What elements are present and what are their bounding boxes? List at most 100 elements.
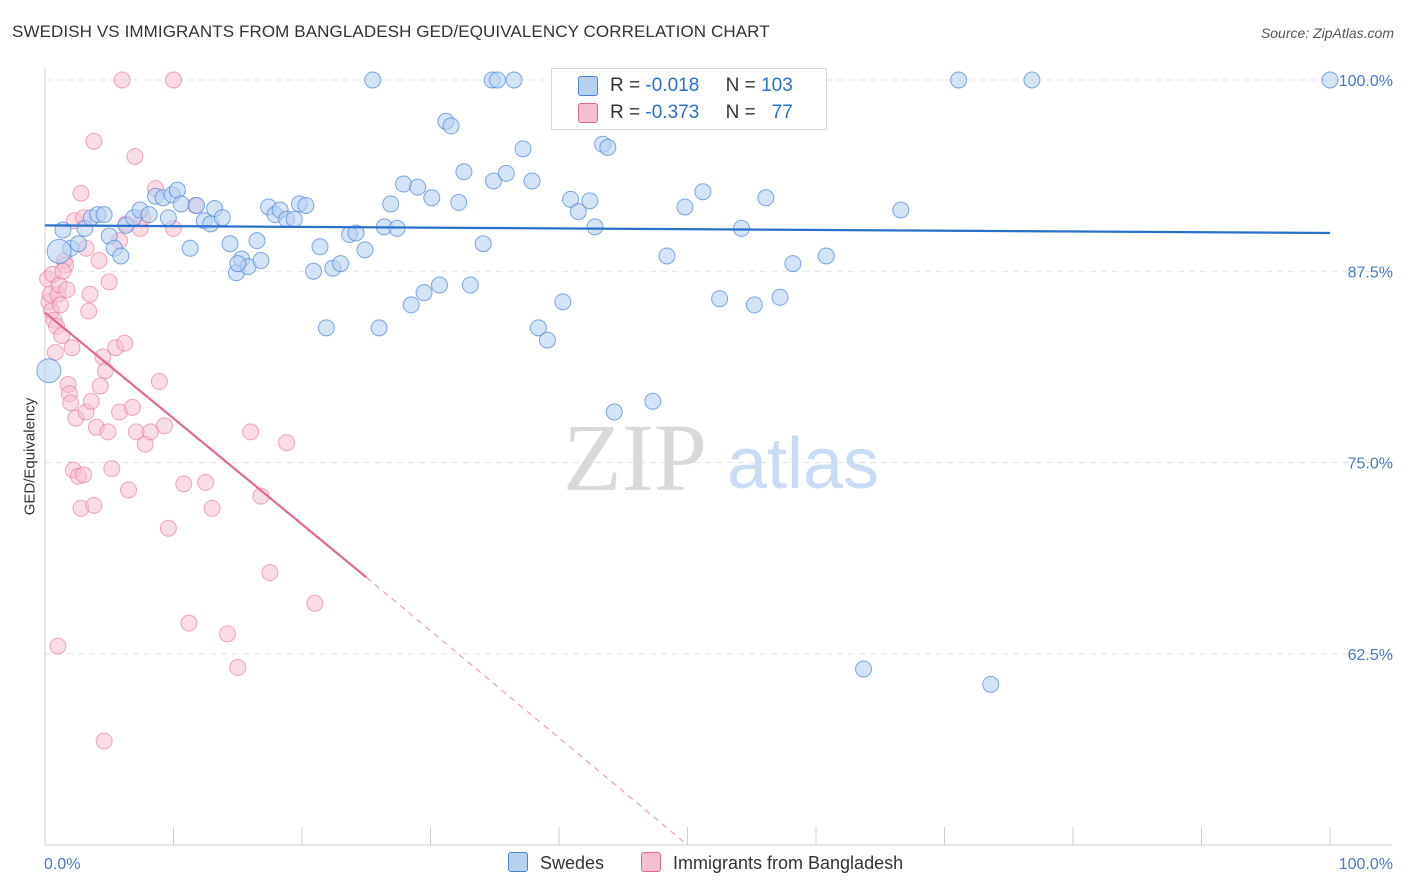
n-value-swedes: 103 <box>761 75 793 96</box>
swedes-point <box>461 276 479 294</box>
legend-item-bangladesh[interactable]: Immigrants from Bangladesh <box>641 852 903 874</box>
bangladesh-point <box>49 637 67 655</box>
swedes-point <box>213 209 231 227</box>
bangladesh-point <box>100 273 118 291</box>
bangladesh-point <box>180 614 198 632</box>
swedes-point <box>523 172 541 190</box>
swedes-point <box>252 252 270 270</box>
swedes-point <box>771 288 789 306</box>
watermark-zip: ZIP <box>563 404 707 511</box>
swedes-point <box>514 140 532 158</box>
swedes-trend-line <box>44 224 1331 235</box>
swedes-point <box>311 238 329 256</box>
series-legend: Swedes Immigrants from Bangladesh <box>0 852 1406 878</box>
trend-lines <box>44 224 1331 846</box>
swedes-point <box>415 284 433 302</box>
bangladesh-point <box>96 362 114 380</box>
bangladesh-point <box>203 499 221 517</box>
bangladesh-point <box>113 71 131 89</box>
bangladesh-point <box>126 148 144 165</box>
swedes-point <box>658 247 676 265</box>
bangladesh-point <box>54 262 72 280</box>
bangladesh-point <box>95 732 113 750</box>
swedes-point <box>409 178 427 196</box>
swedes-point <box>586 218 604 236</box>
y-tick-label: 75.0% <box>1348 456 1393 473</box>
swedes-point <box>599 138 617 156</box>
bangladesh-point <box>156 417 174 435</box>
n-value-bangladesh: 77 <box>771 102 793 123</box>
r-value-bangladesh: -0.373 <box>645 102 700 123</box>
swedes-point <box>140 206 158 224</box>
legend-row-bangladesh: R = -0.373 N = 77 <box>552 100 826 126</box>
n-label: N = <box>725 75 756 96</box>
bangladesh-point <box>58 281 76 299</box>
swedes-point <box>356 241 374 259</box>
bangladesh-swatch <box>641 852 661 872</box>
swedes-point <box>538 331 556 349</box>
bangladesh-point <box>278 434 296 452</box>
swedes-point <box>474 235 492 253</box>
bangladesh-point <box>175 475 193 493</box>
bangladesh-point <box>150 372 168 390</box>
swedes-point <box>644 392 662 410</box>
y-tick-label: 87.5% <box>1348 264 1393 281</box>
swedes-point <box>455 163 473 181</box>
swedes-point <box>172 195 190 213</box>
series-bangladesh-points <box>39 71 324 750</box>
swedes-point <box>745 296 763 314</box>
bangladesh-point <box>229 659 247 677</box>
bangladesh-point <box>103 460 121 478</box>
legend-label-swedes: Swedes <box>540 853 605 873</box>
swedes-point <box>181 239 199 257</box>
swedes-point <box>484 172 502 190</box>
x-tick-label: 100.0% <box>1339 856 1393 873</box>
swedes-point <box>450 193 468 211</box>
swedes-point <box>1023 71 1041 89</box>
swedes-point <box>497 164 515 182</box>
swedes-swatch <box>578 76 598 96</box>
swedes-point <box>505 71 523 89</box>
swedes-point <box>36 358 62 384</box>
bangladesh-point <box>116 334 134 352</box>
swedes-point <box>305 262 323 280</box>
bangladesh-point <box>72 184 90 202</box>
legend-item-swedes[interactable]: Swedes <box>508 852 604 874</box>
bangladesh-trend-line <box>44 311 367 579</box>
swedes-point <box>694 183 712 201</box>
bangladesh-point <box>218 625 236 643</box>
swedes-point <box>950 71 968 89</box>
bangladesh-point <box>90 252 108 270</box>
swedes-point <box>892 201 910 219</box>
swedes-point <box>370 319 388 337</box>
bangladesh-point <box>85 496 103 514</box>
bangladesh-trend-extension <box>365 576 688 846</box>
swedes-point <box>395 175 413 193</box>
swedes-point <box>554 293 572 311</box>
swedes-point <box>711 290 729 308</box>
swedes-swatch <box>508 852 528 872</box>
swedes-point <box>285 210 303 228</box>
bangladesh-point <box>242 423 260 441</box>
swedes-point <box>817 247 835 265</box>
bangladesh-point <box>80 302 98 320</box>
bangladesh-point <box>197 473 215 491</box>
bangladesh-point <box>46 343 64 361</box>
swedes-point <box>488 71 506 89</box>
watermark-atlas: atlas <box>727 424 879 504</box>
swedes-point <box>188 196 206 214</box>
swedes-point <box>423 189 441 207</box>
chart-title: SWEDISH VS IMMIGRANTS FROM BANGLADESH GE… <box>12 22 770 41</box>
swedes-point <box>229 255 247 273</box>
swedes-point <box>676 198 694 216</box>
swedes-point <box>430 276 448 294</box>
swedes-point <box>569 203 587 221</box>
swedes-point <box>605 403 623 421</box>
swedes-point <box>855 660 873 678</box>
legend-label-bangladesh: Immigrants from Bangladesh <box>673 853 904 873</box>
swedes-point <box>581 192 599 210</box>
tick-labels: 62.5% 75.0% 87.5% 100.0% 0.0% 100.0% <box>44 73 1393 873</box>
n-label: N = <box>725 102 756 123</box>
swedes-point <box>982 675 1000 693</box>
